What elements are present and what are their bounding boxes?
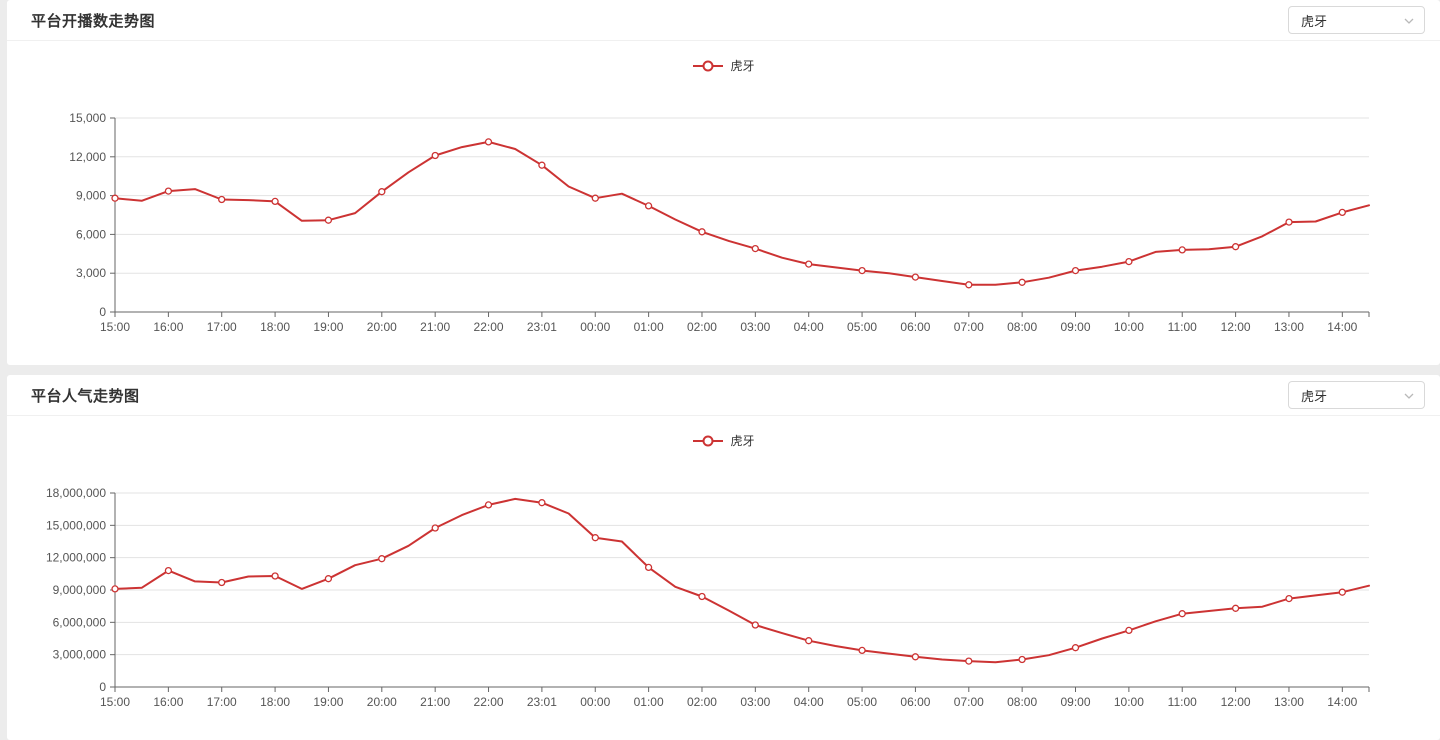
svg-text:17:00: 17:00 xyxy=(207,320,237,334)
svg-text:3,000,000: 3,000,000 xyxy=(53,648,107,662)
svg-text:17:00: 17:00 xyxy=(207,695,237,709)
svg-text:02:00: 02:00 xyxy=(687,695,717,709)
svg-text:18,000,000: 18,000,000 xyxy=(46,486,106,500)
svg-text:06:00: 06:00 xyxy=(900,320,930,334)
svg-text:10:00: 10:00 xyxy=(1114,695,1144,709)
svg-text:00:00: 00:00 xyxy=(580,695,610,709)
svg-text:16:00: 16:00 xyxy=(153,695,183,709)
broadcast-trend-card: 平台开播数走势图 虎牙 虎牙 0 3,000 6,000 9,000 12,000 15,… xyxy=(7,0,1440,365)
svg-text:9,000,000: 9,000,000 xyxy=(53,583,107,597)
legend-label: 虎牙 xyxy=(730,434,755,448)
svg-text:03:00: 03:00 xyxy=(740,695,770,709)
svg-text:07:00: 07:00 xyxy=(954,695,984,709)
svg-text:23:01: 23:01 xyxy=(527,695,557,709)
svg-text:12:00: 12:00 xyxy=(1221,695,1251,709)
broadcast-chart-title: 平台开播数走势图 xyxy=(31,12,156,30)
svg-text:13:00: 13:00 xyxy=(1274,320,1304,334)
chevron-down-icon xyxy=(1404,386,1414,404)
svg-text:12:00: 12:00 xyxy=(1221,320,1251,334)
legend-line-marker-icon xyxy=(693,60,724,71)
svg-text:12,000,000: 12,000,000 xyxy=(46,551,106,565)
svg-text:6,000: 6,000 xyxy=(76,227,106,241)
chevron-down-icon xyxy=(1404,11,1414,29)
svg-text:18:00: 18:00 xyxy=(260,695,290,709)
legend-label: 虎牙 xyxy=(730,59,755,73)
svg-text:06:00: 06:00 xyxy=(900,695,930,709)
svg-text:05:00: 05:00 xyxy=(847,695,877,709)
broadcast-chart-legend[interactable]: 虎牙 xyxy=(7,41,1440,90)
svg-text:15:00: 15:00 xyxy=(100,695,130,709)
svg-text:22:00: 22:00 xyxy=(474,320,504,334)
svg-text:22:00: 22:00 xyxy=(474,695,504,709)
broadcast-card-header: 平台开播数走势图 虎牙 xyxy=(7,0,1440,41)
svg-text:05:00: 05:00 xyxy=(847,320,877,334)
svg-text:00:00: 00:00 xyxy=(580,320,610,334)
popularity-platform-select-value: 虎牙 xyxy=(1301,388,1328,404)
svg-text:0: 0 xyxy=(99,680,106,694)
svg-text:14:00: 14:00 xyxy=(1327,320,1357,334)
svg-text:01:00: 01:00 xyxy=(634,695,664,709)
svg-text:12,000: 12,000 xyxy=(69,150,106,164)
popularity-chart-legend[interactable]: 虎牙 xyxy=(7,416,1440,465)
svg-text:08:00: 08:00 xyxy=(1007,695,1037,709)
svg-text:14:00: 14:00 xyxy=(1327,695,1357,709)
svg-text:11:00: 11:00 xyxy=(1168,320,1197,334)
svg-text:11:00: 11:00 xyxy=(1168,695,1197,709)
legend-line-marker-icon xyxy=(693,435,724,446)
svg-text:13:00: 13:00 xyxy=(1274,695,1304,709)
svg-text:09:00: 09:00 xyxy=(1060,320,1090,334)
svg-text:03:00: 03:00 xyxy=(740,320,770,334)
popularity-card-header: 平台人气走势图 虎牙 xyxy=(7,375,1440,416)
svg-text:04:00: 04:00 xyxy=(794,695,824,709)
svg-text:01:00: 01:00 xyxy=(634,320,664,334)
svg-text:21:00: 21:00 xyxy=(420,695,450,709)
svg-text:20:00: 20:00 xyxy=(367,695,397,709)
svg-text:10:00: 10:00 xyxy=(1114,320,1144,334)
svg-text:6,000,000: 6,000,000 xyxy=(53,615,107,629)
svg-text:3,000: 3,000 xyxy=(76,266,106,280)
svg-text:0: 0 xyxy=(99,305,106,319)
svg-text:9,000: 9,000 xyxy=(76,189,106,203)
svg-text:16:00: 16:00 xyxy=(153,320,183,334)
svg-text:15:00: 15:00 xyxy=(100,320,130,334)
svg-text:07:00: 07:00 xyxy=(954,320,984,334)
svg-text:09:00: 09:00 xyxy=(1060,695,1090,709)
popularity-chart-title: 平台人气走势图 xyxy=(31,387,140,405)
svg-text:18:00: 18:00 xyxy=(260,320,290,334)
popularity-platform-select[interactable]: 虎牙 xyxy=(1288,381,1425,409)
broadcast-platform-select[interactable]: 虎牙 xyxy=(1288,6,1425,34)
svg-text:02:00: 02:00 xyxy=(687,320,717,334)
popularity-trend-card: 平台人气走势图 虎牙 虎牙 0 3,000,000 6,000,000 9,000,0… xyxy=(7,375,1440,740)
svg-text:21:00: 21:00 xyxy=(420,320,450,334)
svg-text:23:01: 23:01 xyxy=(527,320,557,334)
popularity-trend-chart[interactable]: 0 3,000,000 6,000,000 9,000,000 12,000,000 15… xyxy=(7,465,1440,740)
broadcast-platform-select-value: 虎牙 xyxy=(1301,13,1328,29)
svg-text:15,000,000: 15,000,000 xyxy=(46,518,106,532)
svg-text:19:00: 19:00 xyxy=(313,320,343,334)
svg-text:19:00: 19:00 xyxy=(313,695,343,709)
broadcast-trend-chart[interactable]: 0 3,000 6,000 9,000 12,000 15,000 15:00 16:00 17… xyxy=(7,90,1440,365)
svg-text:04:00: 04:00 xyxy=(794,320,824,334)
svg-text:15,000: 15,000 xyxy=(69,111,106,125)
svg-text:20:00: 20:00 xyxy=(367,320,397,334)
svg-text:08:00: 08:00 xyxy=(1007,320,1037,334)
